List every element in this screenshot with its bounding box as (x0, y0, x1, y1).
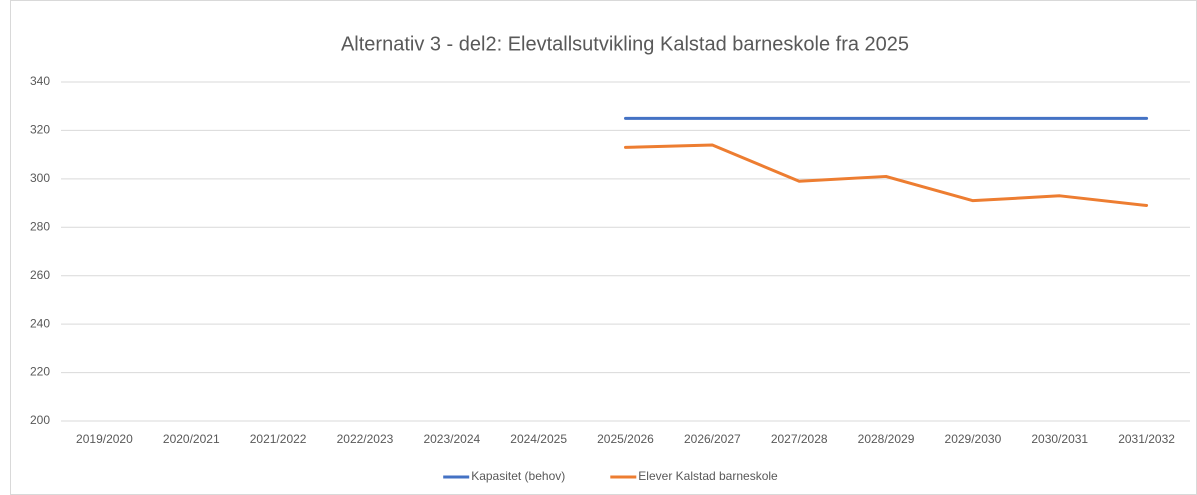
x-tick-label: 2028/2029 (858, 432, 915, 446)
y-tick-label: 340 (30, 74, 50, 88)
y-tick-label: 320 (30, 123, 50, 137)
chart-frame (10, 0, 1197, 495)
chart-title: Alternativ 3 - del2: Elevtallsutvikling … (341, 33, 909, 55)
x-tick-label: 2021/2022 (250, 432, 307, 446)
x-tick-label: 2025/2026 (597, 432, 654, 446)
x-tick-label: 2030/2031 (1031, 432, 1088, 446)
x-tick-label: 2022/2023 (337, 432, 394, 446)
x-tick-label: 2031/2032 (1118, 432, 1175, 446)
x-tick-label: 2023/2024 (423, 432, 480, 446)
legend-label: Kapasitet (behov) (471, 469, 565, 483)
x-tick-label: 2027/2028 (771, 432, 828, 446)
y-tick-label: 240 (30, 316, 50, 330)
x-tick-label: 2020/2021 (163, 432, 220, 446)
y-tick-label: 200 (30, 413, 50, 427)
legend-label: Elever Kalstad barneskole (638, 469, 778, 483)
y-tick-label: 260 (30, 268, 50, 282)
x-tick-label: 2024/2025 (510, 432, 567, 446)
line-series (624, 143, 1149, 207)
y-tick-label: 220 (30, 365, 50, 379)
x-tick-label: 2019/2020 (76, 432, 133, 446)
x-tick-label: 2029/2030 (945, 432, 1002, 446)
x-tick-label: 2026/2027 (684, 432, 741, 446)
y-tick-label: 300 (30, 171, 50, 185)
y-tick-label: 280 (30, 219, 50, 233)
